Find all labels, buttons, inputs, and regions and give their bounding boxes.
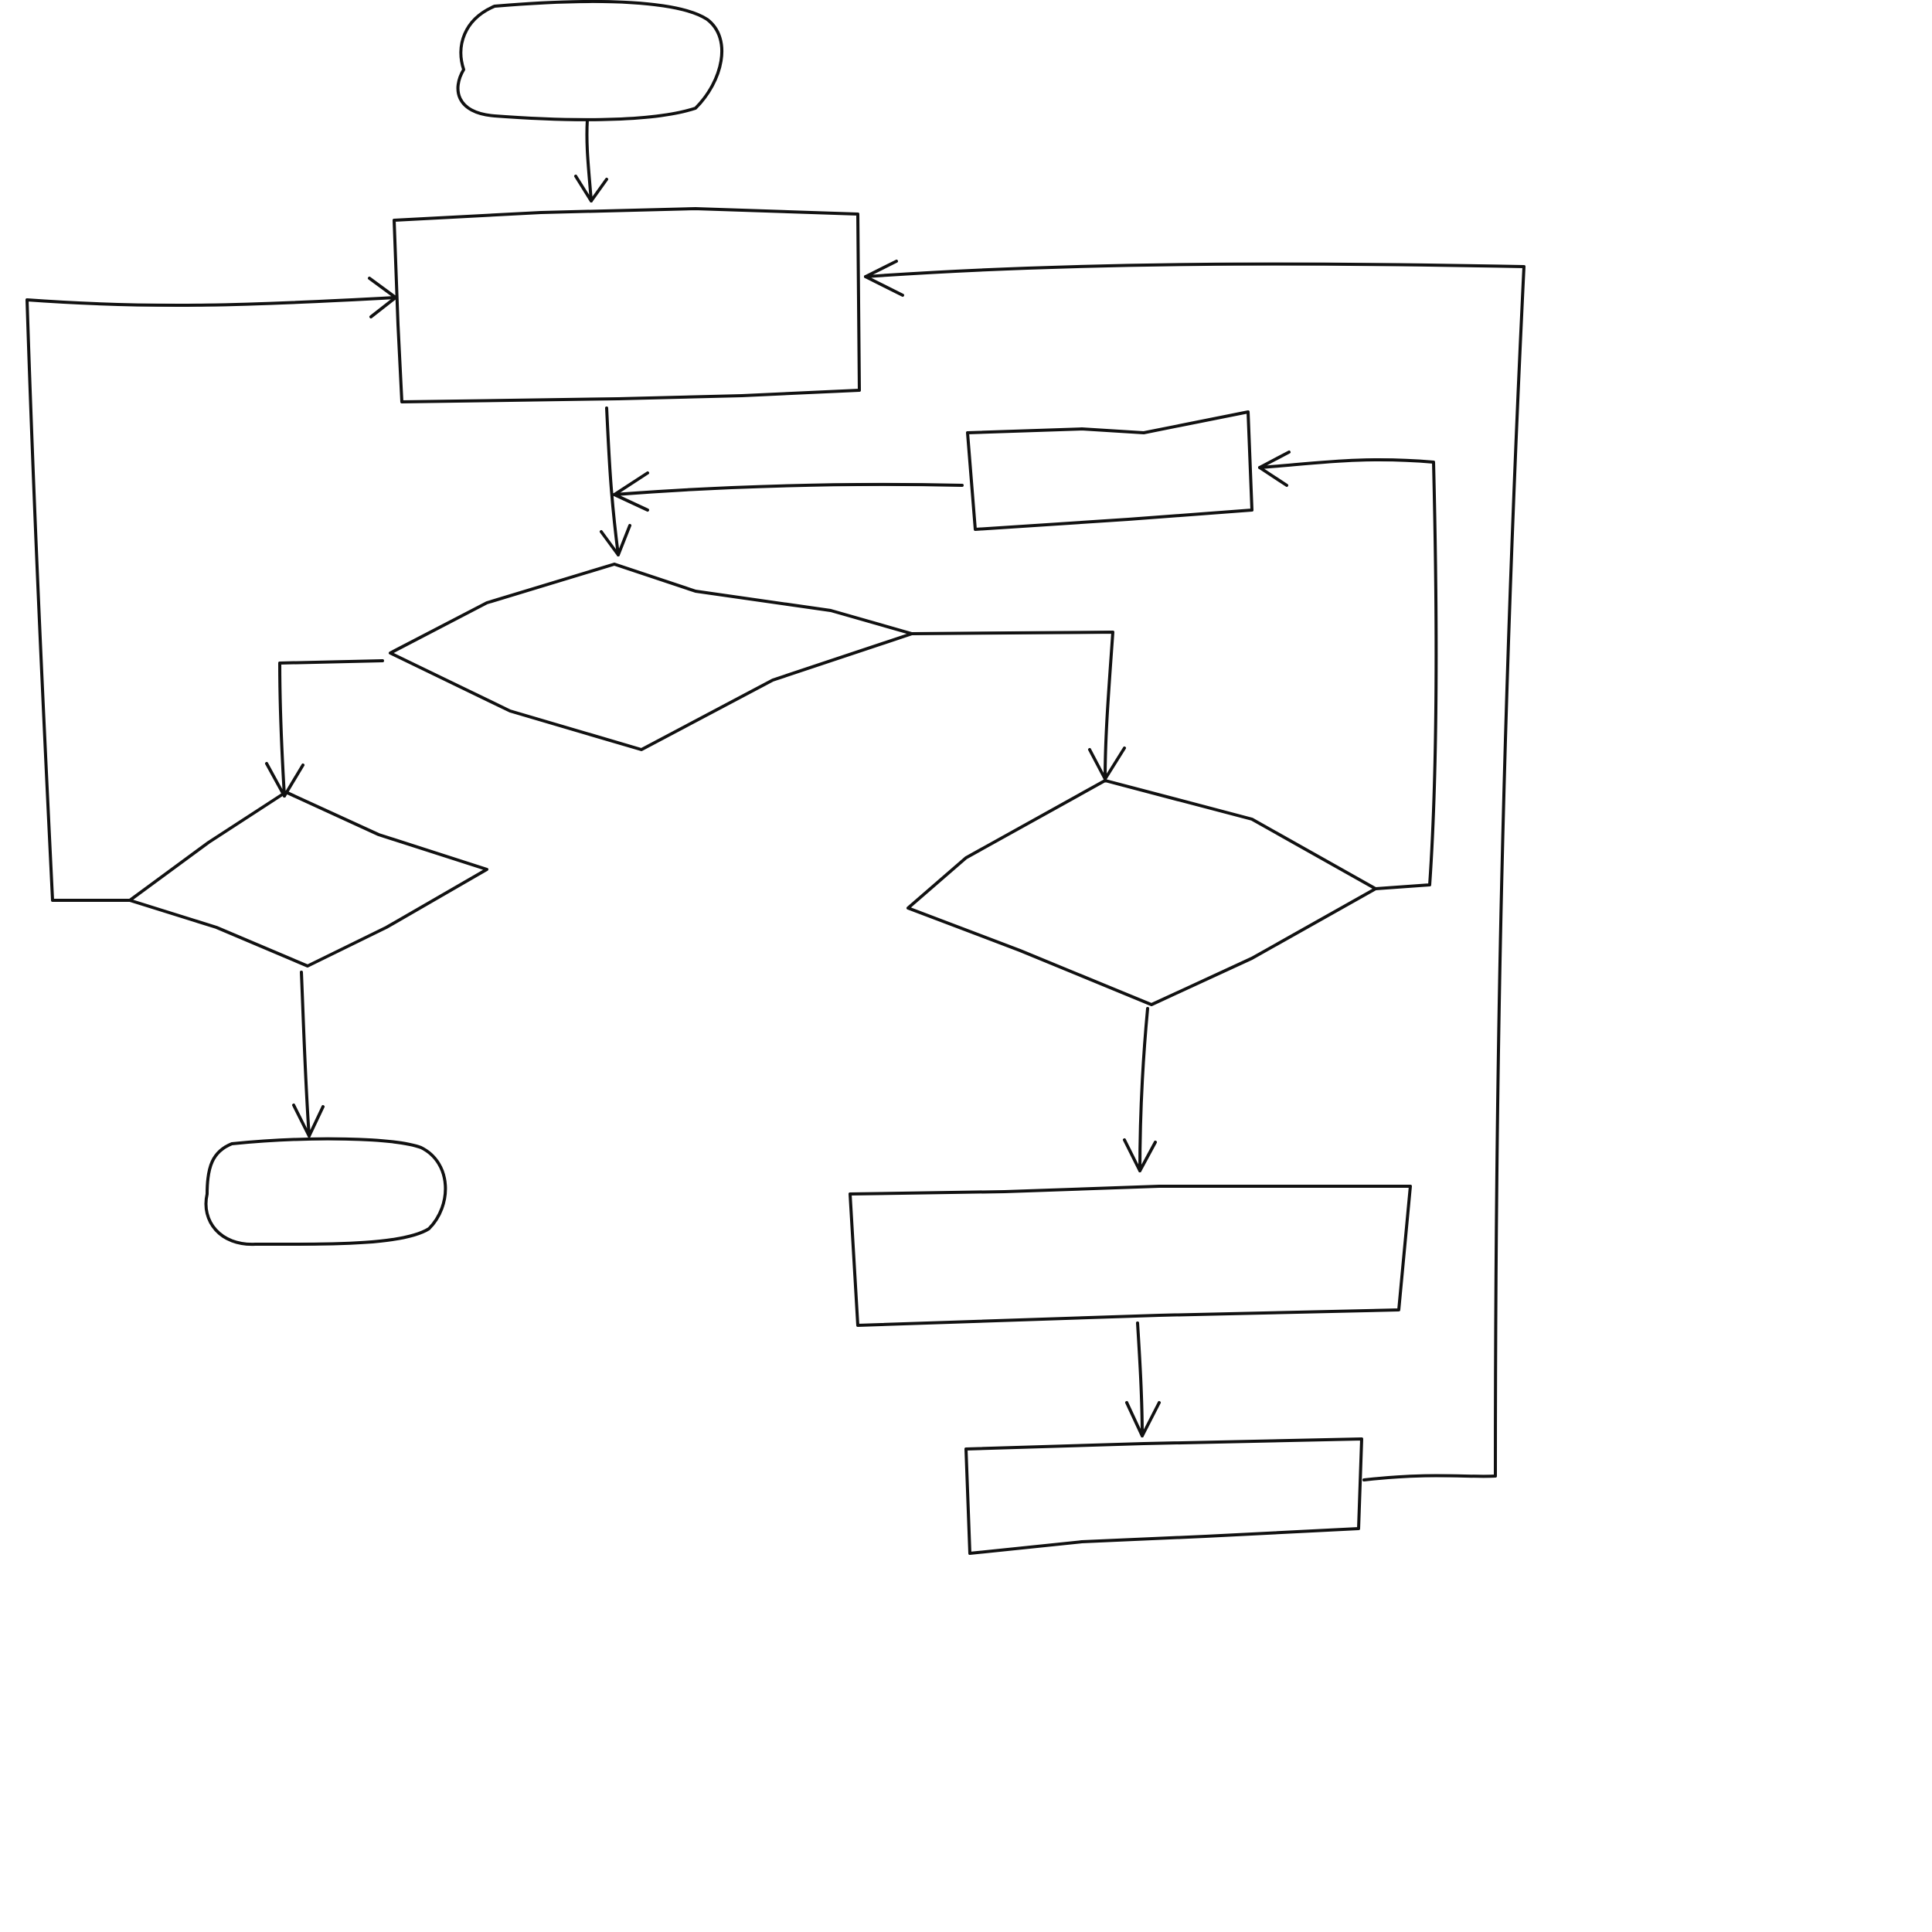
node-start	[456, 0, 724, 121]
decision-right-diamond	[906, 779, 1377, 1006]
connector-line	[26, 296, 397, 902]
arrowhead	[1123, 1138, 1157, 1172]
arrowhead	[864, 260, 904, 297]
edge-process-top-to-decision-main	[600, 406, 631, 556]
connector-line	[1258, 458, 1438, 890]
arrowhead	[368, 277, 397, 318]
process-side-rectangle	[966, 410, 1253, 531]
edge-process-bottom-to-process-top	[864, 260, 1526, 1481]
arrowhead	[613, 471, 649, 512]
decision-main-diamond	[389, 563, 913, 751]
connector-line	[864, 262, 1526, 1481]
connector-line	[605, 406, 620, 556]
arrowhead	[1258, 451, 1291, 487]
edge-decision-main-to-decision-right	[910, 631, 1126, 781]
connector-line	[278, 659, 384, 798]
edge-start-to-process-top	[574, 118, 608, 202]
process-lower-rectangle	[849, 1185, 1412, 1327]
connector-line	[613, 482, 964, 496]
decision-left-diamond	[128, 791, 488, 968]
arrowhead	[1125, 1401, 1161, 1437]
node-process-bottom	[964, 1437, 1363, 1555]
node-process-top	[393, 207, 861, 403]
connector-line	[300, 971, 311, 1138]
node-process-side	[966, 410, 1253, 531]
process-top-rectangle	[393, 207, 861, 403]
node-decision-left	[128, 791, 488, 968]
edge-process-side-to-decision-main	[613, 471, 964, 512]
edge-process-lower-to-process-bottom	[1125, 1321, 1161, 1437]
edge-decision-main-to-decision-left	[265, 659, 384, 798]
node-process-lower	[849, 1185, 1412, 1327]
node-decision-main	[389, 563, 913, 751]
arrowhead	[292, 1104, 325, 1138]
end-terminator-shape	[204, 1137, 447, 1247]
edge-decision-left-to-process-top	[26, 277, 397, 902]
arrowhead	[1088, 747, 1126, 781]
connector-line	[1136, 1321, 1144, 1437]
process-bottom-rectangle	[964, 1437, 1363, 1555]
edge-decision-left-to-end	[292, 971, 325, 1138]
arrowhead	[600, 524, 631, 556]
start-terminator-shape	[456, 0, 724, 121]
arrowhead	[265, 762, 304, 798]
edge-decision-right-to-process-lower	[1123, 1007, 1157, 1172]
connector-line	[1138, 1007, 1149, 1172]
arrowhead	[574, 175, 608, 202]
node-decision-right	[906, 779, 1377, 1006]
edge-decision-right-to-process-side	[1258, 451, 1438, 890]
connector-line	[910, 631, 1114, 781]
connector-line	[585, 118, 593, 202]
node-end	[204, 1137, 447, 1247]
